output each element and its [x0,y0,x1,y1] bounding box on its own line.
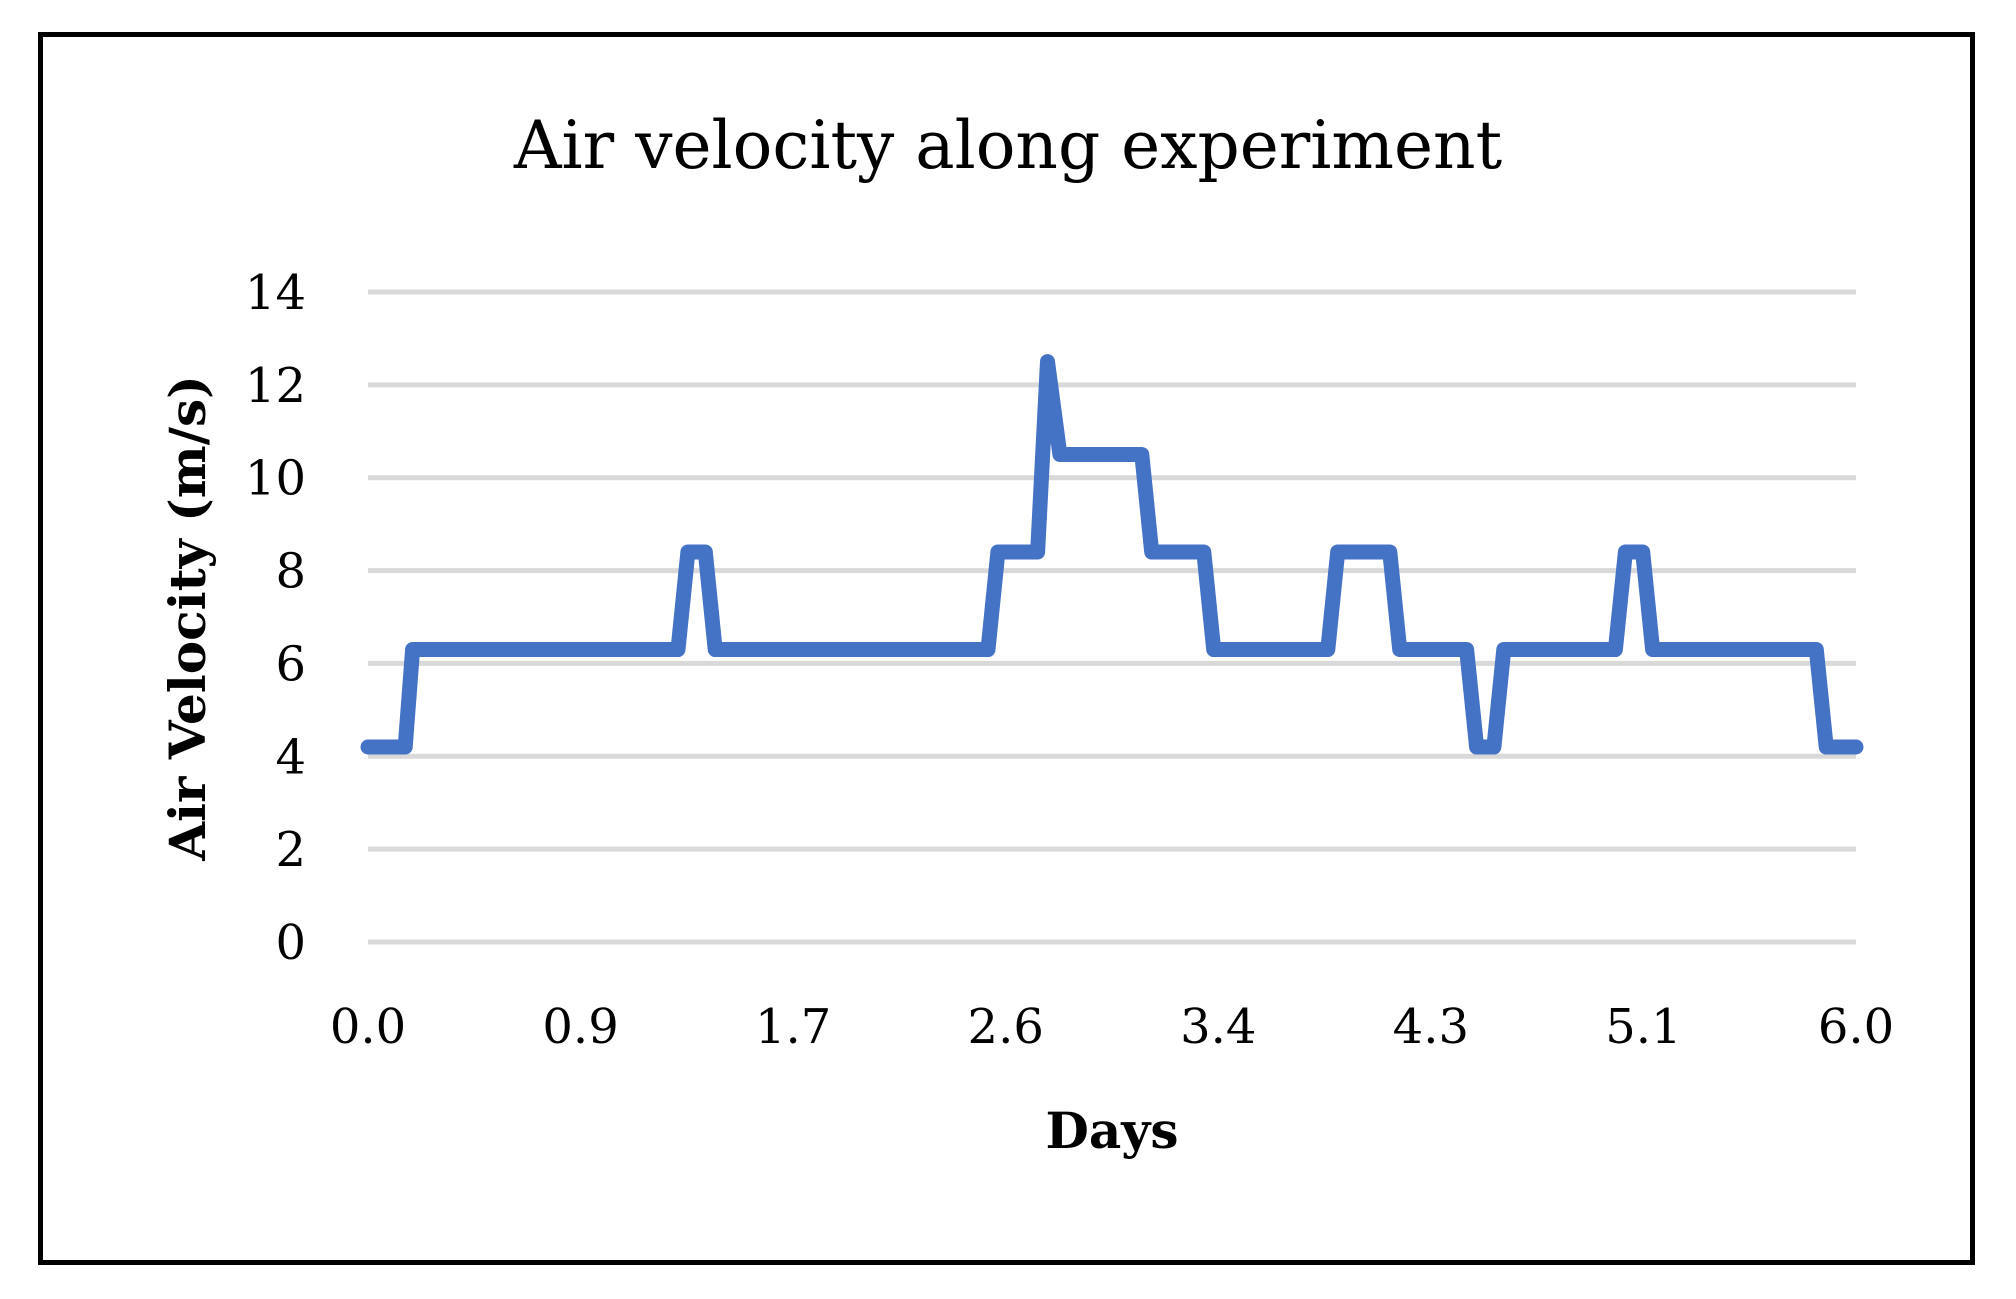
data-point [1197,545,1211,559]
data-point [1608,643,1622,657]
y-tick-label: 4 [275,729,306,785]
data-point [1618,545,1632,559]
data-point [1849,740,1863,754]
y-tick-label: 6 [275,636,306,692]
data-point [1636,545,1650,559]
y-tick-label: 8 [275,544,306,600]
data-point [1646,643,1660,657]
x-tick-label: 0.0 [330,999,406,1055]
data-point [1207,643,1221,657]
data-point [398,740,412,754]
data-point [361,740,375,754]
x-tick-label: 4.3 [1393,999,1469,1055]
data-point [406,643,420,657]
x-axis-ticks: 0.0 0.9 1.7 2.6 3.4 4.3 5.1 6.0 [330,999,1894,1055]
data-point [991,545,1005,559]
data-point [1331,545,1345,559]
x-tick-label: 0.9 [542,999,618,1055]
data-point [1145,545,1159,559]
y-axis-label: Air Velocity (m/s) [158,375,217,862]
data-point [1809,643,1823,657]
x-tick-label: 6.0 [1818,999,1894,1055]
data-point [1321,643,1335,657]
y-tick-label: 12 [245,358,306,414]
gridlines [368,289,1856,945]
data-point [708,643,722,657]
series-line-0 [360,354,1864,755]
data-point [1393,643,1407,657]
x-axis-label: Days [1046,1101,1179,1160]
data-point [681,545,695,559]
data-point [981,643,995,657]
data-point [1041,355,1055,369]
data-point [671,643,685,657]
data-point [1135,448,1149,462]
data-point [1460,643,1474,657]
data-point [1031,545,1045,559]
data-point [1819,740,1833,754]
series-layer [360,354,1864,755]
data-point [1470,740,1484,754]
chart-title: Air velocity along experiment [513,107,1502,184]
y-tick-label: 14 [245,265,306,321]
x-tick-label: 1.7 [755,999,831,1055]
data-point [1487,740,1501,754]
y-axis-ticks: 0 2 4 6 8 10 12 14 [245,265,306,971]
y-tick-label: 10 [245,451,306,507]
x-tick-label: 2.6 [968,999,1044,1055]
data-point [1497,643,1511,657]
y-tick-label: 2 [275,822,306,878]
data-point [1383,545,1397,559]
x-tick-label: 5.1 [1605,999,1681,1055]
data-point [698,545,712,559]
data-point [1063,448,1077,462]
x-tick-label: 3.4 [1180,999,1256,1055]
y-tick-label: 0 [275,915,306,971]
